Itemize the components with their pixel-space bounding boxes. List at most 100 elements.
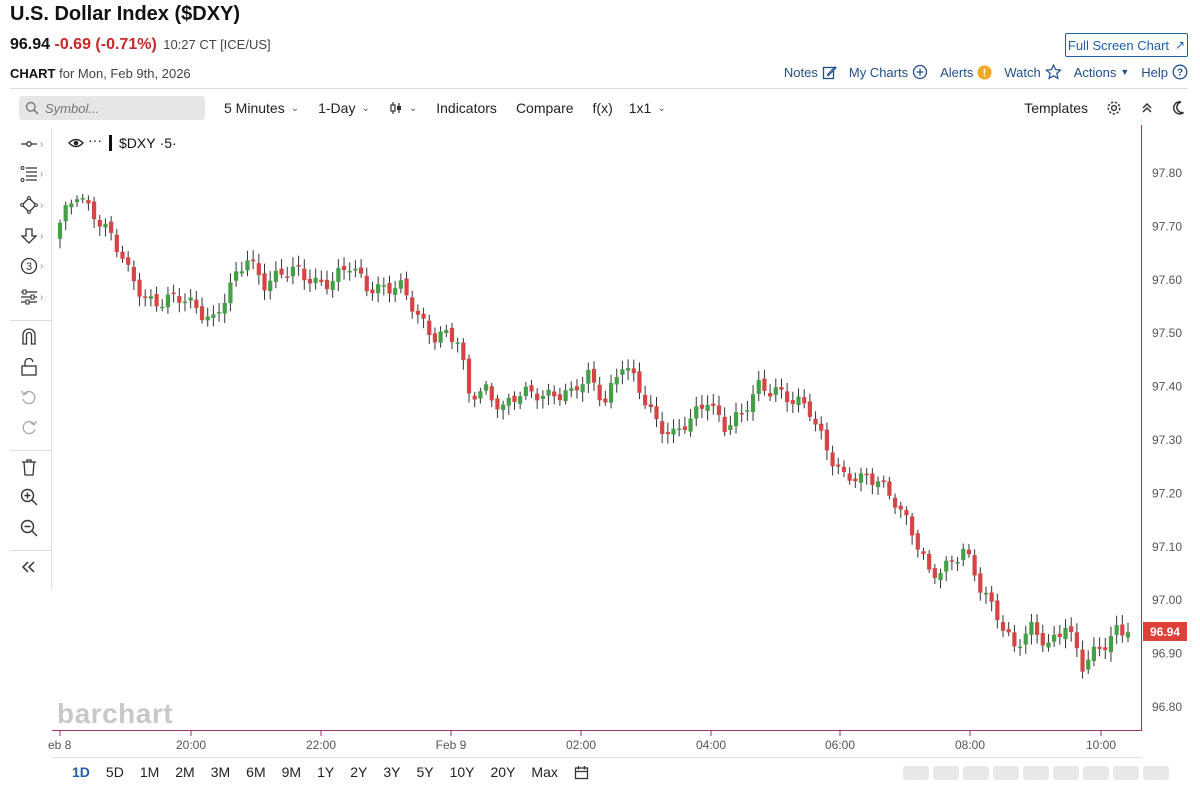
- candle: [961, 543, 966, 567]
- range-9m[interactable]: 9M: [281, 764, 302, 780]
- candle: [586, 362, 591, 394]
- candle: [665, 422, 670, 444]
- range-1m[interactable]: 1M: [139, 764, 160, 780]
- my-charts-link[interactable]: My Charts: [849, 64, 928, 80]
- candle: [336, 259, 341, 292]
- x-tick-label: 22:00: [306, 738, 336, 752]
- fib-tool-button[interactable]: ›: [20, 162, 50, 186]
- candle-body: [126, 257, 131, 265]
- eye-icon[interactable]: [68, 137, 84, 149]
- candle: [160, 299, 165, 312]
- candle: [983, 586, 989, 604]
- dark-mode-moon-icon[interactable]: [1172, 100, 1188, 116]
- time-range-bar: 1D 5D 1M 2M 3M 6M 9M 1Y 2Y 3Y 5Y 10Y 20Y Max: [72, 764, 589, 780]
- y-tick-label: 97.20: [1152, 486, 1182, 500]
- collapse-sidebar-button[interactable]: [20, 555, 50, 579]
- watch-link[interactable]: Watch: [1004, 64, 1062, 80]
- candle-body: [949, 560, 954, 562]
- range-5y[interactable]: 5Y: [416, 764, 434, 780]
- candle: [711, 394, 716, 415]
- chart-legend[interactable]: ··· $DXY ·5·: [68, 132, 177, 151]
- candle: [137, 273, 142, 307]
- delete-button[interactable]: [20, 455, 50, 479]
- interval-select[interactable]: 5 Minutes ⌄: [224, 100, 299, 116]
- undo-button[interactable]: [20, 385, 50, 409]
- range-3y[interactable]: 3Y: [383, 764, 401, 780]
- range-1d[interactable]: 1D: [72, 764, 90, 780]
- candle-body: [398, 280, 403, 289]
- range-1y[interactable]: 1Y: [317, 764, 335, 780]
- range-2y[interactable]: 2Y: [350, 764, 368, 780]
- candle-body: [489, 386, 494, 401]
- compare-button[interactable]: Compare: [515, 100, 574, 116]
- templates-button[interactable]: Templates: [1024, 100, 1088, 116]
- candle-body: [716, 405, 722, 415]
- candle: [768, 384, 773, 401]
- range-2m[interactable]: 2M: [175, 764, 195, 780]
- range-10y[interactable]: 10Y: [449, 764, 475, 780]
- candle-body: [768, 393, 773, 397]
- toolbar-right: Templates: [1024, 100, 1188, 116]
- arrow-tool-button[interactable]: ›: [20, 224, 50, 248]
- candle-body: [120, 251, 125, 259]
- range-20y[interactable]: 20Y: [490, 764, 516, 780]
- measure-tool-button[interactable]: ›: [20, 285, 50, 309]
- full-screen-chart-button[interactable]: Full Screen Chart ↗: [1065, 33, 1188, 57]
- chart-toolbar: 5 Minutes ⌄ 1-Day ⌄ ⌄ Indicators Compare…: [10, 94, 1188, 122]
- candle: [688, 408, 693, 437]
- chevron-down-icon: ⌄: [361, 102, 370, 114]
- notes-link[interactable]: Notes: [784, 65, 837, 80]
- chart-type-select[interactable]: ⌄: [389, 101, 417, 115]
- candle: [1080, 640, 1085, 679]
- symbol-input[interactable]: [45, 100, 195, 116]
- help-link[interactable]: Help ?: [1141, 64, 1188, 80]
- magnet-button[interactable]: [20, 324, 50, 348]
- redo-button[interactable]: [20, 415, 50, 439]
- indicators-button[interactable]: Indicators: [436, 100, 497, 116]
- calendar-icon[interactable]: [574, 765, 589, 780]
- shape-tool-button[interactable]: ›: [20, 193, 50, 217]
- candle: [557, 387, 563, 406]
- candle-body: [182, 301, 188, 304]
- collapse-up-icon[interactable]: [1140, 101, 1154, 115]
- drawing-tools-sidebar: › › › › 3 › ›: [10, 128, 52, 590]
- candle-body: [875, 481, 881, 488]
- candle-body: [347, 271, 352, 273]
- candle: [631, 359, 636, 382]
- candle: [472, 391, 477, 408]
- range-6m[interactable]: 6M: [246, 764, 266, 780]
- candle: [546, 383, 551, 406]
- settings-gear-icon[interactable]: [1106, 100, 1122, 116]
- candle-body: [785, 391, 790, 403]
- range-3m[interactable]: 3M: [210, 764, 231, 780]
- zoom-out-button[interactable]: [20, 516, 50, 540]
- candle: [1120, 614, 1125, 643]
- candle: [785, 382, 790, 412]
- candle-body: [921, 551, 926, 554]
- line-tool-button[interactable]: ›: [20, 132, 50, 156]
- more-options-icon[interactable]: ···: [88, 132, 102, 148]
- help-label: Help: [1141, 64, 1168, 80]
- zoom-in-button[interactable]: [20, 485, 50, 509]
- lock-button[interactable]: [20, 355, 50, 379]
- symbol-search[interactable]: [19, 96, 205, 120]
- candle: [1040, 624, 1045, 653]
- alerts-link[interactable]: Alerts: [940, 65, 992, 80]
- candle: [904, 506, 909, 525]
- candle: [313, 268, 318, 290]
- candle: [364, 267, 369, 297]
- candle-body: [466, 358, 472, 394]
- arrow-down-icon: [20, 228, 38, 244]
- layout-select[interactable]: 1x1 ⌄: [629, 100, 666, 116]
- candle: [938, 568, 943, 589]
- period-select[interactable]: 1-Day ⌄: [318, 100, 370, 116]
- candle-body: [915, 533, 920, 550]
- range-5d[interactable]: 5D: [105, 764, 124, 780]
- counter-tool-button[interactable]: 3 ›: [20, 254, 50, 278]
- candle: [262, 263, 267, 300]
- fx-button[interactable]: f(x): [592, 100, 613, 116]
- actions-menu[interactable]: Actions ▼: [1074, 65, 1130, 80]
- last-price-tag: 96.94: [1143, 622, 1187, 641]
- range-max[interactable]: Max: [531, 764, 558, 780]
